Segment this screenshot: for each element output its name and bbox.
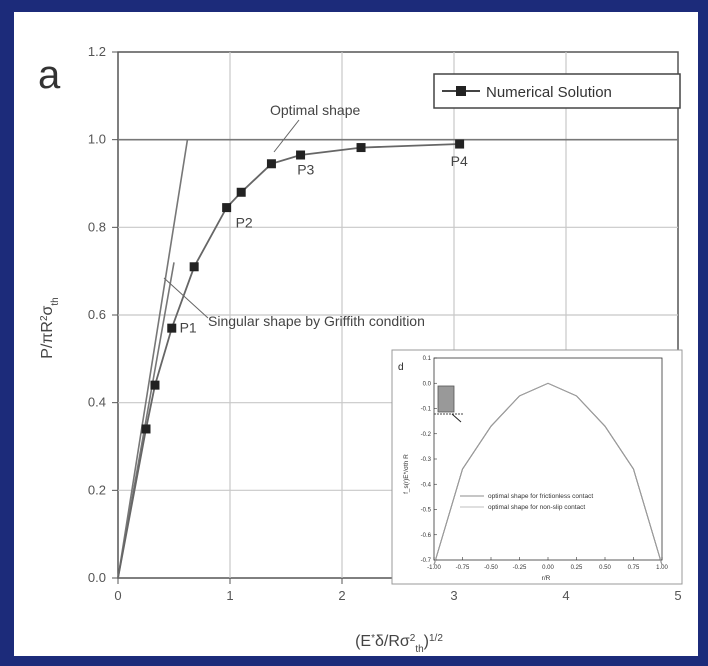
y-tick-label: 0.8 <box>88 219 106 234</box>
inset-legend-1: optimal shape for frictionless contact <box>488 493 593 500</box>
data-point <box>222 203 232 213</box>
legend: Numerical Solution <box>433 73 681 109</box>
inset-x-tick-label: 1.00 <box>656 565 668 571</box>
x-tick-label: 2 <box>338 588 345 603</box>
data-point <box>266 159 276 169</box>
inset-x-tick-label: 0.25 <box>571 565 583 571</box>
inset-y-tick-label: -0.4 <box>421 482 432 488</box>
data-point <box>141 424 151 434</box>
x-tick-label: 4 <box>562 588 569 603</box>
inset-x-tick-label: -0.25 <box>513 565 527 571</box>
figure-panel: 0 1 2 3 4 5 0.0 0.2 0.4 0.6 0.8 1.0 1.2 a P/πR2σth (… <box>14 12 698 656</box>
annotation-singular-shape: Singular shape by Griffith condition <box>208 313 425 329</box>
inset-x-label: r/R <box>542 575 551 582</box>
inset-series-line <box>433 382 663 566</box>
inset-x-tick-label: 0.50 <box>599 565 611 571</box>
x-tick-label: 0 <box>114 588 121 603</box>
y-tick-label: 0.6 <box>88 307 106 322</box>
y-tick-label: 1.0 <box>88 132 106 147</box>
data-point <box>236 187 246 197</box>
inset-y-tick-label: -0.2 <box>421 432 432 438</box>
inset-y-tick-label: 0.0 <box>423 381 432 387</box>
optimal-shape-pointer <box>273 119 300 153</box>
inset-chart-d: d -1.00 -0.75 -0.50 -0.25 0.00 0.25 0.50 0.75 1.… <box>391 349 683 585</box>
inset-punch-block <box>437 385 455 413</box>
x-tick-label: 5 <box>674 588 681 603</box>
annotation-optimal-shape: Optimal shape <box>270 102 360 118</box>
inset-legend-2: optimal shape for non-slip contact <box>488 504 585 511</box>
inset-y-tick-label: -0.6 <box>421 533 432 539</box>
data-point <box>189 262 199 272</box>
y-tick-label: 0.0 <box>88 570 106 585</box>
data-point <box>356 143 366 153</box>
data-point <box>296 150 306 160</box>
x-tick-label: 3 <box>450 588 457 603</box>
inset-x-tick-label: -0.50 <box>484 565 498 571</box>
label-p3: P3 <box>297 162 314 178</box>
inset-x-tick-label: -0.75 <box>456 565 470 571</box>
inset-x-tick-label: 0.00 <box>542 565 554 571</box>
data-point <box>455 139 465 149</box>
inset-y-tick-label: -0.1 <box>421 407 432 413</box>
inset-y-tick-label: 0.1 <box>423 356 432 362</box>
inset-y-tick-label: -0.7 <box>421 558 432 564</box>
inset-tick-labels: -1.00 -0.75 -0.50 -0.25 0.00 0.25 0.50 0.75 1.00… <box>421 356 669 571</box>
panel-label-a: a <box>38 53 61 97</box>
legend-label: Numerical Solution <box>486 84 612 101</box>
inset-series <box>433 382 663 566</box>
y-tick-label: 0.4 <box>88 395 106 410</box>
inset-panel-label: d <box>398 362 404 373</box>
x-axis-label: (E*δ/Rσ2th)1/2 <box>355 633 443 655</box>
label-p1: P1 <box>180 320 197 336</box>
reference-line <box>117 139 189 579</box>
inset-y-tick-label: -0.3 <box>421 457 432 463</box>
y-axis-label: P/πR2σth <box>39 297 61 359</box>
main-chart: 0 1 2 3 4 5 0.0 0.2 0.4 0.6 0.8 1.0 1.2 a P/πR2σth (… <box>38 44 683 655</box>
inset-y-label: f_s(r)E*/σth R <box>403 454 410 494</box>
legend-marker <box>456 86 466 96</box>
inset-x-tick-label: -1.00 <box>427 565 441 571</box>
inset-x-tick-label: 0.75 <box>628 565 640 571</box>
x-tick-label: 1 <box>226 588 233 603</box>
singular-shape-pointer <box>163 277 209 319</box>
label-p4: P4 <box>451 153 468 169</box>
inset-arrow <box>451 413 462 423</box>
y-tick-label: 1.2 <box>88 44 106 59</box>
data-point <box>150 380 160 390</box>
data-point <box>167 323 177 333</box>
main-tick-labels: 0 1 2 3 4 5 0.0 0.2 0.4 0.6 0.8 1.0 1.2 <box>88 44 682 603</box>
inset-y-tick-label: -0.5 <box>421 508 432 514</box>
y-tick-label: 0.2 <box>88 482 106 497</box>
inset-axes <box>433 357 663 561</box>
numerical-solution-series <box>117 139 465 579</box>
inset-background <box>391 349 683 585</box>
label-p2: P2 <box>236 214 253 230</box>
